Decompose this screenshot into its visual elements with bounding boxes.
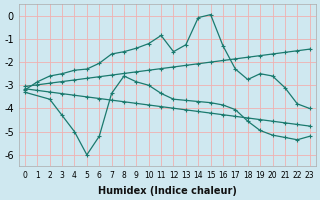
X-axis label: Humidex (Indice chaleur): Humidex (Indice chaleur)	[98, 186, 237, 196]
